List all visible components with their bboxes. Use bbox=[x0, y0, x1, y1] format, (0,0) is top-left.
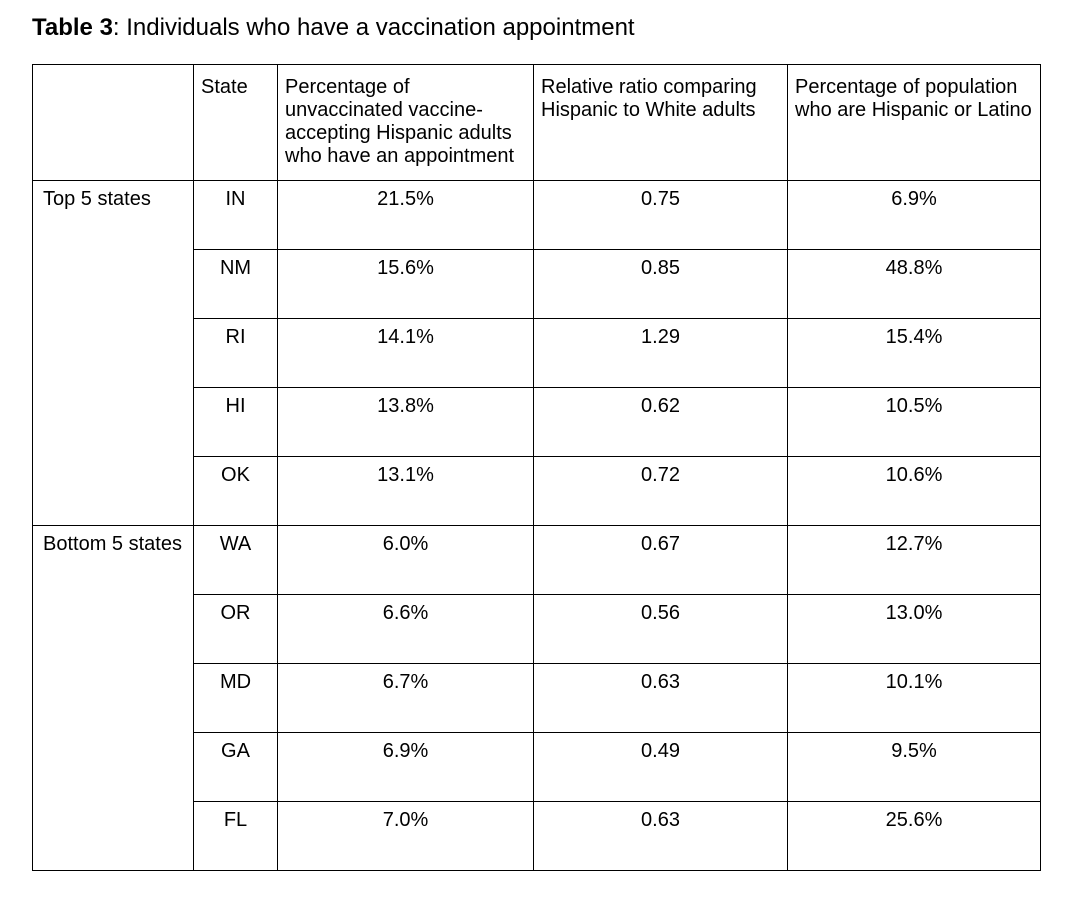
relative-ratio-cell: 0.67 bbox=[533, 525, 788, 595]
pct-population-cell: 25.6% bbox=[787, 801, 1041, 871]
pct-appointment-cell: 6.9% bbox=[277, 732, 534, 802]
pct-appointment-cell: 7.0% bbox=[277, 801, 534, 871]
relative-ratio-cell: 1.29 bbox=[533, 318, 788, 388]
state-cell: FL bbox=[193, 801, 278, 871]
pct-appointment-cell: 13.1% bbox=[277, 456, 534, 526]
pct-population-cell: 10.5% bbox=[787, 387, 1041, 457]
table-caption-label: Table 3 bbox=[32, 14, 113, 41]
state-cell: OK bbox=[193, 456, 278, 526]
pct-appointment-cell: 6.7% bbox=[277, 663, 534, 733]
table-row: MD 6.7% 0.63 10.1% bbox=[33, 663, 1041, 733]
relative-ratio-cell: 0.75 bbox=[533, 180, 788, 250]
relative-ratio-cell: 0.56 bbox=[533, 594, 788, 664]
relative-ratio-cell: 0.85 bbox=[533, 249, 788, 319]
relative-ratio-cell: 0.63 bbox=[533, 663, 788, 733]
pct-appointment-cell: 15.6% bbox=[277, 249, 534, 319]
relative-ratio-cell: 0.72 bbox=[533, 456, 788, 526]
table-row: RI 14.1% 1.29 15.4% bbox=[33, 318, 1041, 388]
pct-population-cell: 12.7% bbox=[787, 525, 1041, 595]
pct-appointment-cell: 6.0% bbox=[277, 525, 534, 595]
pct-population-cell: 10.1% bbox=[787, 663, 1041, 733]
header-state: State bbox=[193, 64, 278, 181]
table-row: OK 13.1% 0.72 10.6% bbox=[33, 456, 1041, 526]
vaccination-appointment-table: State Percentage of unvaccinated vaccine… bbox=[32, 64, 1041, 871]
state-cell: MD bbox=[193, 663, 278, 733]
group-cell-bottom5: Bottom 5 states bbox=[32, 525, 194, 871]
table-row: GA 6.9% 0.49 9.5% bbox=[33, 732, 1041, 802]
table-row: NM 15.6% 0.85 48.8% bbox=[33, 249, 1041, 319]
state-cell: GA bbox=[193, 732, 278, 802]
relative-ratio-cell: 0.63 bbox=[533, 801, 788, 871]
header-pct-population: Percentage of population who are Hispani… bbox=[787, 64, 1041, 181]
table-caption-text: : Individuals who have a vaccination app… bbox=[112, 14, 635, 41]
header-relative-ratio: Relative ratio comparing Hispanic to Whi… bbox=[533, 64, 788, 181]
pct-appointment-cell: 21.5% bbox=[277, 180, 534, 250]
relative-ratio-cell: 0.49 bbox=[533, 732, 788, 802]
pct-population-cell: 48.8% bbox=[787, 249, 1041, 319]
state-cell: NM bbox=[193, 249, 278, 319]
table-row: Bottom 5 states WA 6.0% 0.67 12.7% bbox=[32, 525, 1041, 871]
state-cell: RI bbox=[193, 318, 278, 388]
table-row: HI 13.8% 0.62 10.5% bbox=[33, 387, 1041, 457]
table-row: FL 7.0% 0.63 25.6% bbox=[33, 801, 1041, 871]
pct-appointment-cell: 6.6% bbox=[277, 594, 534, 664]
pct-appointment-cell: 13.8% bbox=[277, 387, 534, 457]
relative-ratio-cell: 0.62 bbox=[533, 387, 788, 457]
pct-population-cell: 9.5% bbox=[787, 732, 1041, 802]
state-cell: IN bbox=[193, 180, 278, 250]
pct-population-cell: 15.4% bbox=[787, 318, 1041, 388]
header-group bbox=[32, 64, 194, 181]
state-cell: HI bbox=[193, 387, 278, 457]
table-row: Top 5 states IN 21.5% 0.75 6.9% bbox=[32, 180, 1041, 526]
state-cell: WA bbox=[193, 525, 278, 595]
pct-population-cell: 10.6% bbox=[787, 456, 1041, 526]
header-row: State Percentage of unvaccinated vaccine… bbox=[32, 64, 1041, 181]
pct-appointment-cell: 14.1% bbox=[277, 318, 534, 388]
table-row: OR 6.6% 0.56 13.0% bbox=[33, 594, 1041, 664]
pct-population-cell: 13.0% bbox=[787, 594, 1041, 664]
group-cell-top5: Top 5 states bbox=[32, 180, 194, 526]
header-pct-appointment: Percentage of unvaccinated vaccine-accep… bbox=[277, 64, 534, 181]
table-caption: Table 3: Individuals who have a vaccinat… bbox=[32, 14, 1072, 42]
state-cell: OR bbox=[193, 594, 278, 664]
pct-population-cell: 6.9% bbox=[787, 180, 1041, 250]
